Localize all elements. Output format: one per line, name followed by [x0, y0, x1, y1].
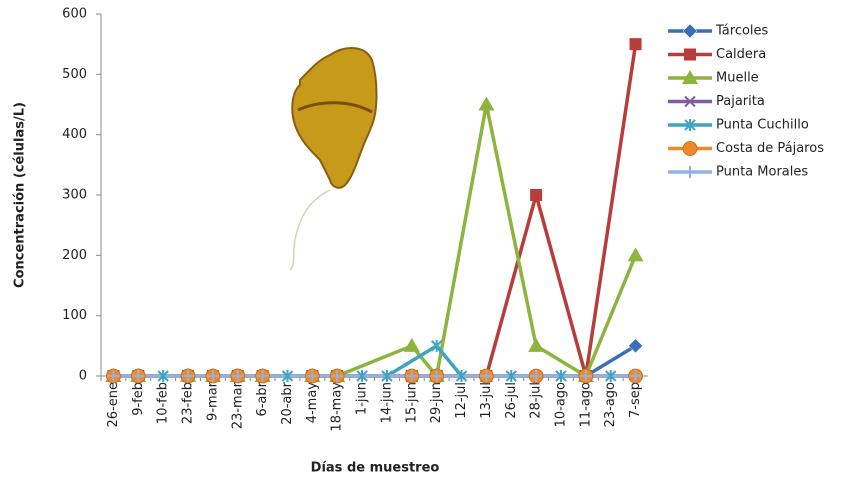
x-tick-label: 26-ene — [106, 382, 121, 427]
x-tick-label: 29-jun — [429, 382, 444, 423]
legend-item: Pajarita — [668, 94, 765, 109]
marker — [405, 370, 418, 382]
x-axis-title: Días de muestreo — [311, 461, 440, 476]
legend-label: Costa de Pájaros — [716, 141, 824, 156]
marker — [528, 337, 545, 352]
marker — [306, 370, 319, 382]
x-tick-label: 23-ago — [603, 382, 618, 427]
marker — [478, 96, 495, 111]
x-tick-label: 10-feb — [156, 382, 171, 424]
marker — [430, 339, 443, 352]
legend-label: Caldera — [716, 47, 766, 62]
x-tick-label: 6-abr — [255, 381, 270, 416]
x-tick-label: 13-jul — [479, 382, 494, 419]
marker — [132, 370, 145, 382]
y-tick-label: 300 — [62, 188, 87, 203]
marker — [331, 370, 344, 382]
legend-label: Pajarita — [716, 94, 765, 109]
legend-item: Punta Morales — [668, 165, 808, 180]
marker — [682, 70, 698, 84]
legend-item: Tárcoles — [668, 24, 769, 39]
x-tick-label: 11-ago — [578, 382, 593, 427]
x-tick-label: 23-mar — [230, 381, 245, 429]
marker — [629, 38, 642, 51]
marker — [555, 370, 567, 382]
x-tick-label: 28-jul — [529, 382, 544, 419]
marker — [455, 370, 468, 382]
marker — [381, 370, 393, 382]
marker — [182, 370, 195, 382]
legend-item: Muelle — [668, 70, 759, 86]
x-tick-label: 10-ago — [553, 382, 568, 427]
legend-label: Punta Morales — [716, 165, 808, 180]
marker — [256, 370, 269, 382]
series-line — [113, 102, 638, 378]
y-tick-label: 0 — [79, 369, 87, 384]
marker — [579, 370, 592, 382]
x-tick-label: 7-sep — [628, 382, 643, 418]
marker — [356, 370, 368, 382]
y-tick-label: 100 — [62, 308, 87, 323]
legend-label: Tárcoles — [715, 24, 769, 39]
organism-illustration — [289, 47, 378, 271]
y-tick-label: 600 — [62, 7, 87, 22]
legend-item: Caldera — [668, 47, 766, 62]
y-tick-label: 500 — [62, 67, 87, 82]
x-tick-label: 26-jul — [504, 382, 519, 419]
marker — [530, 370, 543, 382]
marker — [628, 338, 643, 354]
marker — [604, 370, 617, 382]
marker — [682, 23, 698, 39]
x-tick-label: 18-may — [330, 382, 345, 432]
legend-item: Punta Cuchillo — [668, 118, 809, 133]
marker — [107, 370, 120, 382]
x-tick-label: 23-feb — [181, 382, 196, 424]
x-tick-label: 14-jun — [379, 382, 394, 423]
legend-label: Muelle — [716, 71, 759, 86]
marker — [403, 337, 420, 352]
y-axis-title: Concentración (células/L) — [13, 102, 28, 288]
x-tick-label: 1-jun — [355, 382, 370, 415]
marker — [684, 166, 696, 178]
marker — [682, 141, 698, 156]
legend-item: Costa de Pájaros — [668, 141, 824, 156]
marker — [281, 370, 294, 382]
y-tick-label: 400 — [62, 127, 87, 142]
marker — [684, 95, 696, 108]
marker — [627, 247, 644, 262]
marker — [505, 370, 517, 382]
marker — [206, 370, 219, 382]
x-tick-label: 20-abr — [280, 381, 295, 424]
marker — [684, 119, 696, 131]
marker — [629, 370, 642, 382]
marker — [530, 189, 543, 201]
marker — [480, 370, 493, 382]
y-tick-label: 200 — [62, 248, 87, 263]
legend-label: Punta Cuchillo — [716, 118, 809, 133]
marker — [231, 370, 244, 382]
x-tick-label: 15-jun — [404, 382, 419, 423]
x-tick-label: 9-mar — [205, 381, 220, 421]
x-tick-label: 12-jul — [454, 382, 469, 419]
marker — [430, 370, 443, 382]
marker — [157, 370, 169, 382]
x-tick-label: 9-feb — [131, 382, 146, 416]
x-tick-label: 4-may — [305, 382, 320, 424]
marker — [684, 48, 696, 61]
